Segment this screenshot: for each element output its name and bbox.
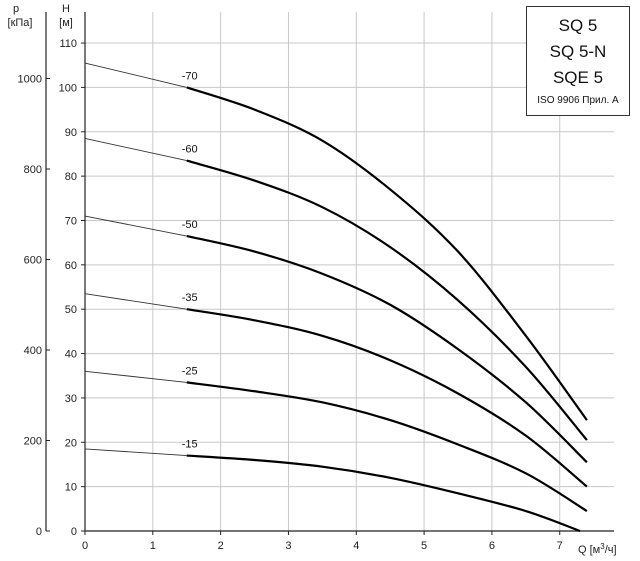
axis-titles: p [кПа] H [м] Q [м3/ч]: [8, 3, 617, 556]
grid: [84, 12, 614, 532]
curve-1: [186, 159, 588, 441]
curve-extension-2: [84, 215, 187, 237]
curve-extension-0: [84, 62, 187, 88]
y-tick-label: 30: [65, 393, 77, 405]
y2-axis-unit: [кПа]: [8, 17, 33, 29]
curves: -70 -60 -50 -35 -25 -15: [84, 62, 588, 533]
curve-2: [186, 234, 588, 464]
x-tick-label: 6: [489, 540, 495, 552]
curve-extension-1: [84, 137, 187, 162]
y-tick-label: 50: [65, 304, 77, 316]
y2-tick-label: 1000: [18, 74, 42, 86]
axes: [45, 12, 614, 532]
y2-axis-name: p: [13, 3, 19, 15]
curve-label-1: -60: [182, 144, 198, 156]
curve-label-0: -70: [182, 70, 198, 82]
y2-tick-label: 0: [36, 526, 42, 538]
y-tick-label: 20: [65, 437, 77, 449]
y2-tick-label: 800: [24, 164, 42, 176]
y-tick-label: 100: [59, 82, 77, 94]
tick-labels: 0 1 2 3 4 5 6 701020304050607080901001100200400…: [18, 38, 563, 552]
x-tick-label: 3: [285, 540, 291, 552]
x-axis-title: Q [м3/ч]: [578, 542, 617, 556]
y-axis-unit: [м]: [59, 17, 73, 29]
y-tick-label: 80: [65, 171, 77, 183]
curve-4: [186, 381, 588, 512]
x-tick-label: 2: [218, 540, 224, 552]
y2-tick-label: 200: [24, 436, 42, 448]
x-tick-label: 5: [421, 540, 427, 552]
y-tick-label: 0: [71, 526, 77, 538]
y-tick-label: 60: [65, 260, 77, 272]
curve-extension-3: [84, 293, 187, 310]
y-tick-label: 40: [65, 349, 77, 361]
y-tick-label: 110: [59, 38, 77, 50]
y-tick-label: 90: [65, 127, 77, 139]
curve-3: [186, 308, 588, 488]
y-tick-label: 70: [65, 215, 77, 227]
x-tick-label: 1: [150, 540, 156, 552]
curve-extension-4: [84, 370, 187, 383]
legend-model-1: SQ 5: [558, 16, 598, 35]
x-tick-label: 0: [82, 540, 88, 552]
curve-0: [186, 86, 588, 421]
curve-label-4: -25: [182, 365, 198, 377]
legend-model-3: SQE 5: [552, 68, 604, 87]
x-tick-label: 7: [557, 540, 563, 552]
y-axis-name: H: [62, 3, 70, 15]
legend-standard: ISO 9906 Прил. A: [537, 95, 619, 106]
curve-label-5: -15: [182, 439, 198, 451]
legend-box: SQ 5 SQ 5-N SQE 5 ISO 9906 Прил. A: [526, 6, 630, 116]
y2-tick-label: 600: [24, 255, 42, 267]
legend-model-2: SQ 5-N: [549, 42, 607, 61]
curve-5: [186, 454, 581, 533]
x-tick-label: 4: [353, 540, 359, 552]
y-tick-label: 10: [65, 482, 77, 494]
curve-label-3: -35: [182, 292, 198, 304]
curve-extension-5: [84, 448, 187, 457]
curve-label-2: -50: [182, 219, 198, 231]
y2-tick-label: 400: [24, 345, 42, 357]
